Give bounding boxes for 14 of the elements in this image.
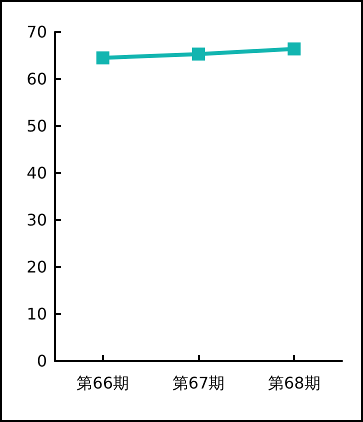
point: [288, 42, 301, 56]
y-tick-label: 50: [26, 116, 47, 136]
x-tick-label: 第67期: [172, 374, 225, 392]
point: [192, 48, 205, 61]
point: [96, 51, 110, 64]
y-tick-label: 40: [26, 164, 47, 182]
x-tick-label: 第68期: [268, 374, 320, 392]
y-tick-label: 60: [26, 70, 47, 88]
x-tick-label: 第66期: [76, 374, 130, 392]
y-tick-label: 20: [26, 258, 47, 276]
y-tick-label: 30: [26, 210, 47, 230]
y-tick-label: 0: [36, 352, 47, 370]
y-tick-label: 10: [26, 304, 47, 324]
y-tick-label: 70: [26, 22, 47, 42]
